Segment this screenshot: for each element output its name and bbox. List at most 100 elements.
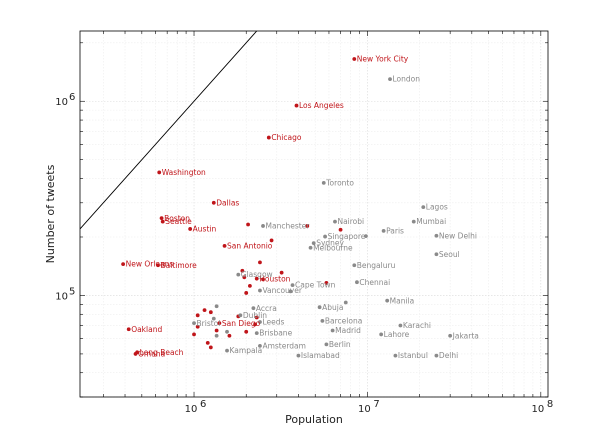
world-point-label: Jakarta [452,331,479,340]
us-point [188,227,193,231]
us-point-label: Omaha [138,350,165,359]
us-point [192,332,196,337]
world-point [330,328,335,333]
world-point [214,333,219,338]
us-point [258,260,262,265]
us-point [247,283,252,288]
us-point [126,327,131,332]
us-point [261,277,265,282]
us-point [338,227,343,232]
world-point-label: Mumbai [416,217,446,226]
world-point [352,263,357,268]
us-point-label: Oakland [131,325,162,334]
world-point [323,234,327,239]
world-point [448,333,453,338]
world-point-label: Dublin [243,311,267,320]
us-point [269,238,274,243]
world-point [411,219,416,224]
world-point [385,298,390,303]
world-point [321,180,326,185]
world-point-label: Leeds [262,318,284,327]
us-point [217,321,222,326]
us-point-label: Long Beach [140,348,184,357]
us-point-label: Chicago [271,133,302,142]
point-labels: New York City Los Angeles Chicago Washingto… [126,55,479,361]
world-point-label: Istanbul [398,351,428,360]
world-point-label: Karachi [403,321,431,330]
us-point [195,324,200,329]
world-point-label: Nairobi [337,217,364,226]
world-point [225,348,229,353]
world-point [364,234,368,239]
us-point-label: Boston [164,214,190,223]
us-point-label: Baltimore [161,261,198,270]
us-point [208,310,213,315]
reference-line-group [80,31,258,230]
us-point [244,291,249,295]
us-point-label: Los Angeles [299,101,344,110]
world-point [393,353,398,358]
us-point [211,200,216,205]
x-tick-label: 10 [358,404,371,415]
y-tick-exponent: 6 [69,92,75,103]
world-point-label: Abuja [322,303,343,312]
us-point [227,333,232,338]
world-point [238,313,243,318]
us-point [159,216,164,221]
world-point [320,318,325,323]
world-point [421,205,426,210]
world-point [324,342,329,347]
world-point [379,332,384,337]
world-point [308,245,313,250]
world-point-label: Cape Town [295,281,336,290]
us-point [156,263,160,268]
world-point-label: Lagos [426,203,448,212]
plot-background [80,31,548,397]
world-point-label: Madrid [335,326,361,335]
world-point-label: London [393,75,421,84]
world-point [254,331,259,335]
us-point [246,222,250,227]
y-tick-exponent: 5 [69,286,75,297]
us-point [254,276,259,281]
x-tick-label: 10 [185,404,198,415]
axis-ticks: 10 6 10 7 10 810 510 6 [55,31,553,415]
world-point-label: Kampala [230,346,263,355]
us-point [244,329,249,334]
us-point [160,219,165,224]
world-point [192,321,196,326]
world-point [317,305,322,310]
world-point-label: Manila [390,296,415,305]
world-point [288,289,293,294]
us-point-label: Dallas [216,198,239,207]
us-point [254,315,259,320]
world-point-label: Vancouver [262,286,302,295]
world-point [211,316,216,321]
world-point [236,272,241,277]
us-point [324,281,329,285]
us-point-label: Houston [259,274,290,283]
world-point [434,252,439,257]
world-point [311,241,316,246]
world-point-label: Barcelona [325,316,362,325]
x-axis-label: Population [285,413,343,426]
us-point [240,268,245,273]
us-point [133,352,138,356]
us-point [202,308,207,313]
world-point [388,77,392,82]
us-point-label: San Diego [222,319,261,328]
us-point [279,270,284,275]
scatter-points [121,57,453,358]
world-point [434,233,439,238]
y-axis-label: Number of tweets [44,164,57,263]
world-point [258,320,262,324]
world-point-label: Berlin [329,340,351,349]
us-point [214,328,219,333]
y-tick-label: 10 [55,97,68,108]
x-tick-exponent: 7 [373,399,379,410]
world-point-label: Manchester [266,222,311,231]
world-point [251,306,256,311]
us-point [266,135,271,140]
world-point-label: Melbourne [313,243,353,252]
